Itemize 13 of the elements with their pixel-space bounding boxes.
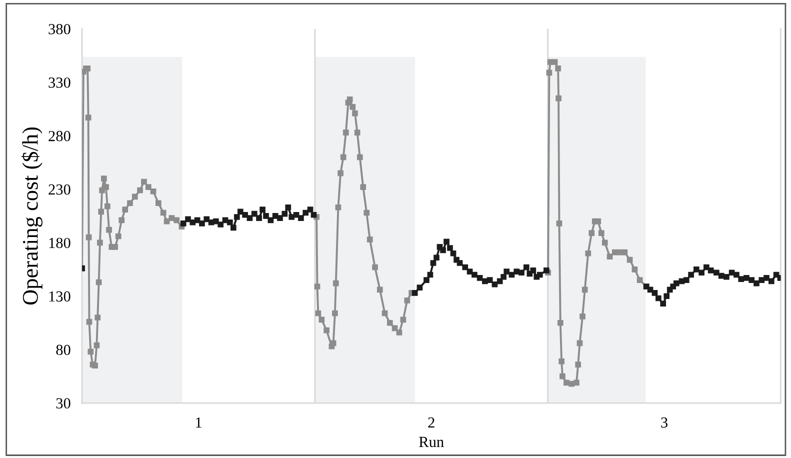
y-tick-label: 130 — [49, 291, 70, 302]
y-tick-label: 30 — [56, 398, 70, 408]
y-axis-title: Operating cost ($/h) — [22, 127, 42, 305]
x-tick-label: 2 — [428, 417, 434, 428]
x-tick-label: 3 — [661, 417, 668, 428]
y-tick-label: 80 — [56, 344, 70, 356]
y-tick-label: 230 — [48, 184, 70, 195]
y-tick-label: 280 — [48, 130, 70, 142]
y-tick-label: 380 — [48, 24, 70, 34]
y-tick-label: 180 — [49, 238, 70, 248]
x-tick-label: 1 — [196, 417, 202, 428]
y-tick-label: 330 — [48, 77, 70, 88]
x-axis-title: Run — [419, 436, 444, 448]
